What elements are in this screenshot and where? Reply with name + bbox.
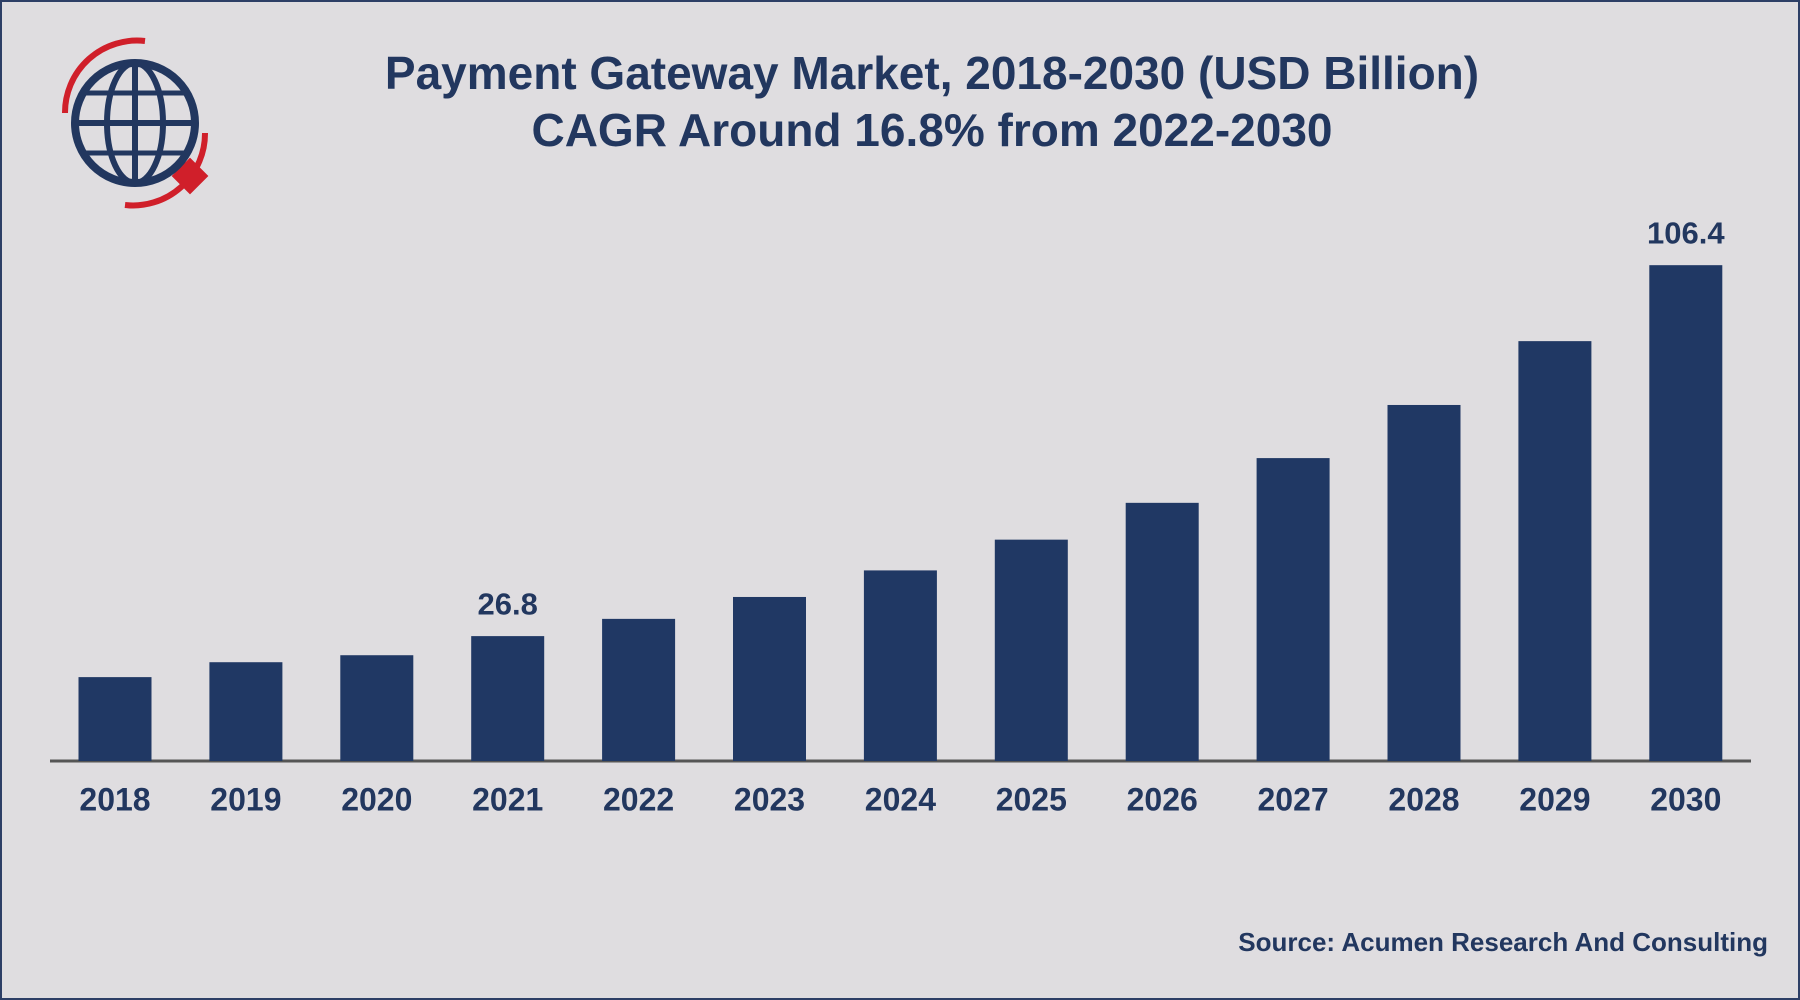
x-tick-label: 2024 <box>865 781 936 817</box>
x-tick-label: 2019 <box>210 781 281 817</box>
x-tick-label: 2025 <box>996 781 1067 817</box>
data-label: 106.4 <box>1647 215 1725 250</box>
chart-title: Payment Gateway Market, 2018-2030 (USD B… <box>385 47 1479 99</box>
x-tick-label: 2029 <box>1519 781 1590 817</box>
source-note: Source: Acumen Research And Consulting <box>1238 927 1768 957</box>
x-tick-label: 2021 <box>472 781 543 817</box>
bar <box>863 570 937 761</box>
bar <box>602 618 676 761</box>
bar <box>471 636 545 761</box>
x-tick-label: 2028 <box>1388 781 1459 817</box>
bar <box>1125 502 1199 761</box>
bar <box>1256 458 1330 761</box>
x-tick-label: 2020 <box>341 781 412 817</box>
bar <box>994 539 1068 761</box>
x-tick-label: 2027 <box>1258 781 1329 817</box>
x-tick-label: 2030 <box>1650 781 1721 817</box>
logo <box>61 37 209 209</box>
data-label: 26.8 <box>478 586 538 621</box>
bar <box>1649 265 1723 761</box>
bar <box>78 677 152 761</box>
bar <box>340 655 414 761</box>
x-tick-label: 2018 <box>79 781 150 817</box>
bar <box>1518 341 1592 761</box>
x-tick-label: 2022 <box>603 781 674 817</box>
x-tick-label: 2023 <box>734 781 805 817</box>
bar <box>1387 404 1461 761</box>
x-tick-label: 2026 <box>1127 781 1198 817</box>
bar <box>209 662 283 761</box>
chart-subtitle: CAGR Around 16.8% from 2022-2030 <box>531 104 1332 156</box>
bar <box>733 596 806 761</box>
